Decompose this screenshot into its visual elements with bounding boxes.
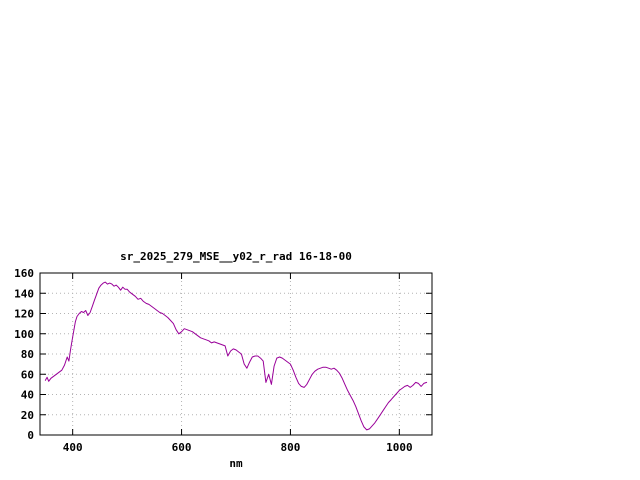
y-tick-label: 80 [21,348,34,361]
data-line [44,281,428,431]
y-tick-label: 60 [21,368,34,381]
y-tick-label: 20 [21,409,34,422]
x-tick-label: 800 [281,441,301,454]
y-tick-label: 0 [27,429,34,442]
x-tick-label: 400 [63,441,83,454]
y-tick-label: 140 [14,287,34,300]
y-tick-label: 160 [14,267,34,280]
y-tick-label: 40 [21,389,34,402]
x-tick-label: 1000 [386,441,413,454]
x-tick-label: 600 [172,441,192,454]
chart-title: sr_2025_279_MSE__y02_r_rad 16-18-00 [120,250,352,263]
y-tick-label: 100 [14,328,34,341]
y-tick-label: 120 [14,308,34,321]
x-axis-label: nm [229,457,243,470]
